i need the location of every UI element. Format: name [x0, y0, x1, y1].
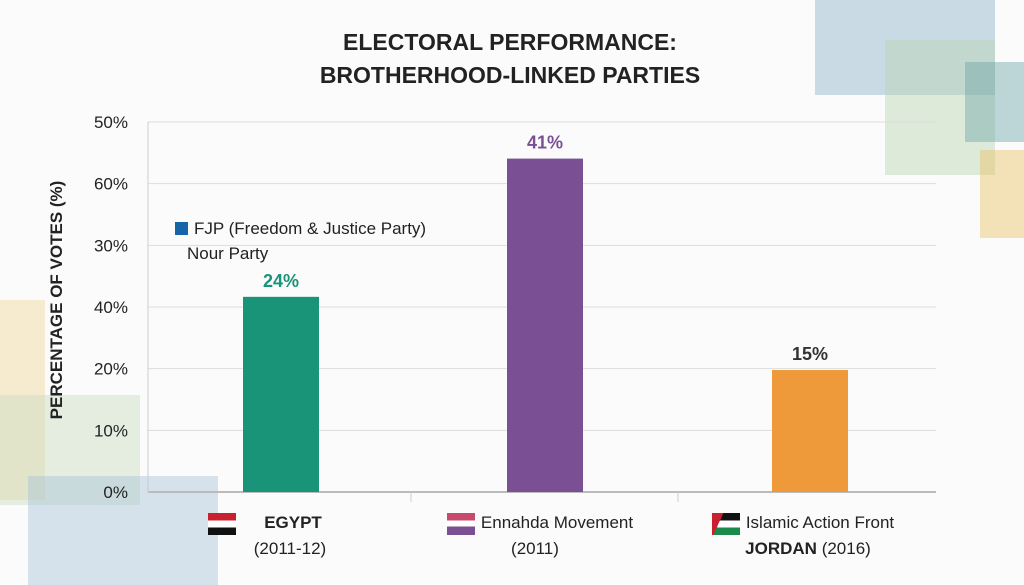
- category-name: Ennahda Movement: [480, 513, 634, 532]
- decorative-shape: [965, 62, 1024, 142]
- data-label: 41%: [527, 133, 563, 153]
- category-name: Islamic Action Front: [745, 513, 895, 532]
- legend-label: Nour Party: [187, 244, 269, 263]
- legend-entry: Nour Party: [175, 241, 426, 266]
- decorative-shape: [980, 150, 1024, 238]
- data-label: 24%: [263, 271, 299, 291]
- legend-swatch: [175, 222, 188, 235]
- category-label-ennahda: Ennahda Movement (2011): [440, 510, 640, 562]
- category-years: (2011): [511, 539, 559, 558]
- title-line: BROTHERHOOD-LINKED PARTIES: [319, 62, 701, 88]
- y-tick-label: 50%: [94, 113, 128, 132]
- legend-label: FJP (Freedom & Justice Party): [194, 219, 427, 238]
- title-line: ELECTORAL PERFORMANCE:: [343, 29, 677, 55]
- egypt-flag-icon: [208, 512, 237, 535]
- y-tick-label: 30%: [94, 236, 128, 255]
- chart-title: ELECTORAL PERFORMANCE: BROTHERHOOD-LINKE…: [230, 26, 790, 92]
- category-country: JORDAN: [745, 539, 817, 558]
- tunisia-flag-icon: [446, 512, 475, 535]
- category-name: EGYPT: [264, 513, 322, 532]
- legend: FJP (Freedom & Justice Party) Nour Party: [175, 216, 426, 266]
- decorative-shape: [0, 395, 140, 505]
- y-tick-label: 40%: [94, 298, 128, 317]
- category-label-jordan: Islamic Action Front JORDAN (2016): [693, 510, 913, 562]
- bar: [772, 370, 848, 492]
- category-label-egypt: EGYPT (2011-12): [185, 510, 345, 562]
- y-axis-label: PERCENTAGE OF VOTES (%): [47, 181, 66, 420]
- y-tick-label: 0%: [103, 483, 128, 502]
- y-tick-label: 60%: [94, 175, 128, 194]
- bar: [243, 296, 319, 492]
- data-label: 15%: [792, 344, 828, 364]
- decorative-shape: [885, 40, 995, 175]
- decorative-shape: [815, 0, 995, 95]
- bar: [507, 158, 583, 493]
- legend-entry: FJP (Freedom & Justice Party): [175, 216, 426, 241]
- decorative-shape: [28, 476, 218, 585]
- category-years: (2011-12): [253, 539, 327, 558]
- jordan-flag-icon: [711, 512, 740, 535]
- category-years: (2016): [821, 539, 871, 558]
- y-tick-label: 20%: [94, 360, 128, 379]
- y-tick-label: 10%: [94, 421, 128, 440]
- decorative-shape: [0, 300, 45, 500]
